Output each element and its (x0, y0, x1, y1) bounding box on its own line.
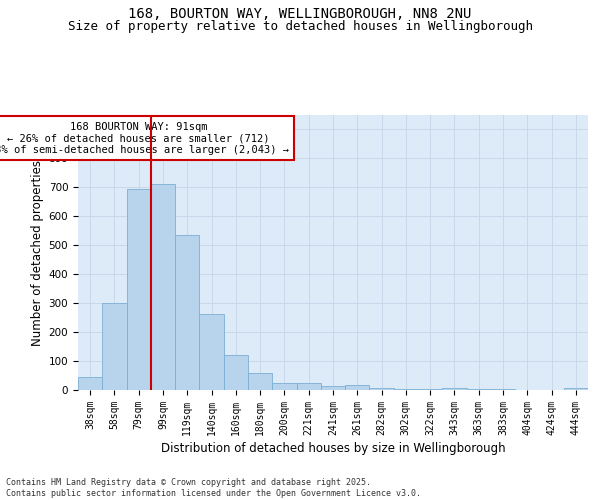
Bar (102, 303, 127, 390)
Text: Size of property relative to detached houses in Wellingborough: Size of property relative to detached ho… (67, 20, 533, 33)
Bar (127, 189, 151, 390)
Bar (272, 383, 296, 390)
Bar (442, 388, 467, 390)
Bar (418, 388, 442, 390)
Bar (248, 372, 272, 390)
Bar (370, 388, 394, 390)
Bar (564, 388, 588, 390)
Y-axis label: Number of detached properties: Number of detached properties (31, 160, 44, 346)
Bar (78, 377, 102, 390)
Bar (175, 235, 199, 390)
Bar (296, 383, 321, 390)
Text: Contains HM Land Registry data © Crown copyright and database right 2025.
Contai: Contains HM Land Registry data © Crown c… (6, 478, 421, 498)
Bar (224, 356, 248, 390)
Bar (321, 386, 345, 390)
Text: 168 BOURTON WAY: 91sqm
← 26% of detached houses are smaller (712)
73% of semi-de: 168 BOURTON WAY: 91sqm ← 26% of detached… (0, 122, 289, 155)
Text: 168, BOURTON WAY, WELLINGBOROUGH, NN8 2NU: 168, BOURTON WAY, WELLINGBOROUGH, NN8 2N… (128, 8, 472, 22)
Bar (199, 314, 224, 390)
Bar (345, 385, 370, 390)
X-axis label: Distribution of detached houses by size in Wellingborough: Distribution of detached houses by size … (161, 442, 505, 455)
Bar (467, 389, 491, 390)
Bar (151, 184, 175, 390)
